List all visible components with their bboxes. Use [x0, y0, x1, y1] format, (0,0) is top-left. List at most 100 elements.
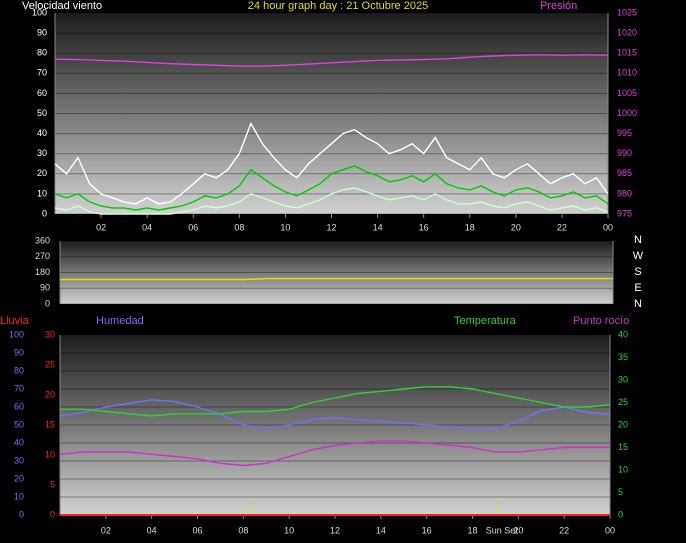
dewpoint-label: Punto rocío [573, 315, 629, 327]
y2-tick-label: 985 [617, 168, 632, 178]
y2-tick-label: 995 [617, 128, 632, 138]
y2-tick-label: 975 [617, 208, 632, 218]
x-tick-label: 14 [376, 525, 386, 535]
x-tick-label: 10 [284, 525, 294, 535]
rain-label: Lluvia [0, 315, 30, 327]
y-tick-label: 60 [14, 401, 24, 411]
plot-area [55, 13, 608, 214]
compass-label: E [634, 282, 641, 294]
series-line [59, 399, 611, 430]
y-tick-label: 20 [14, 473, 24, 483]
marker-label: Sun Set [486, 525, 519, 535]
x-tick-label: 20 [511, 222, 521, 232]
x-tick-label: 14 [373, 222, 383, 232]
plot-area [60, 241, 613, 304]
y2-tick-label: 35 [618, 352, 628, 362]
y2-tick-label: 5 [618, 487, 623, 497]
y2-tick-label: 25 [618, 397, 628, 407]
compass-label: N [634, 234, 642, 246]
y2-tick-label: 1005 [617, 88, 637, 98]
y-tick-label: 80 [37, 48, 47, 58]
x-tick-label: 12 [326, 222, 336, 232]
x-tick-label: 18 [465, 222, 475, 232]
x-tick-label: 00 [605, 525, 615, 535]
compass-label: N [634, 298, 642, 310]
y2-tick-label: 30 [618, 374, 628, 384]
y-tick-label: 90 [40, 283, 50, 293]
y-tick-label: 30 [37, 148, 47, 158]
x-tick-label: 22 [557, 222, 567, 232]
y2-tick-label: 15 [618, 442, 628, 452]
y-tick-label: 10 [37, 188, 47, 198]
x-tick-label: 18 [467, 525, 477, 535]
y2-tick-label: 10 [618, 464, 628, 474]
y-tick-label: 0 [19, 509, 24, 519]
x-tick-label: 10 [280, 222, 290, 232]
y3-tick-label: 10 [45, 449, 55, 459]
y-tick-label: 40 [14, 437, 24, 447]
y2-tick-label: 1020 [617, 27, 637, 37]
y3-tick-label: 5 [50, 479, 55, 489]
x-tick-label: 08 [234, 222, 244, 232]
y2-tick-label: 1000 [617, 108, 637, 118]
y-tick-label: 100 [32, 7, 47, 17]
y3-tick-label: 25 [45, 359, 55, 369]
series-line [60, 277, 613, 281]
plot-area [60, 335, 610, 515]
x-tick-label: 22 [559, 525, 569, 535]
series-line [54, 121, 609, 205]
y-tick-label: 90 [37, 27, 47, 37]
x-tick-label: 08 [238, 525, 248, 535]
x-tick-label: 06 [192, 525, 202, 535]
y-tick-label: 360 [35, 235, 50, 245]
y-tick-label: 30 [14, 455, 24, 465]
chart-title: 24 hour graph day : 21 Octubre 2025 [248, 0, 428, 12]
y-tick-label: 100 [9, 329, 24, 339]
compass-label: W [633, 250, 644, 262]
y-tick-label: 40 [37, 128, 47, 138]
y2-tick-label: 40 [618, 329, 628, 339]
x-tick-label: 04 [142, 222, 152, 232]
x-tick-label: 16 [419, 222, 429, 232]
y-tick-label: 70 [14, 383, 24, 393]
series-line [54, 187, 609, 215]
x-tick-label: 06 [188, 222, 198, 232]
series-line [60, 386, 611, 417]
y3-tick-label: 30 [45, 329, 55, 339]
humidity-label: Humedad [96, 315, 144, 327]
y2-tick-label: 980 [617, 188, 632, 198]
y-tick-label: 50 [37, 108, 47, 118]
y-tick-label: 80 [14, 365, 24, 375]
y-tick-label: 270 [35, 251, 50, 261]
series-line [54, 54, 609, 67]
x-tick-label: 00 [603, 222, 613, 232]
pressure-label: Presión [540, 0, 577, 12]
x-tick-label: 16 [422, 525, 432, 535]
temperature-label: Temperatura [454, 315, 517, 327]
y-tick-label: 10 [14, 491, 24, 501]
x-tick-label: 02 [101, 525, 111, 535]
y-tick-label: 90 [14, 347, 24, 357]
y2-tick-label: 1025 [617, 7, 637, 17]
x-tick-label: 04 [147, 525, 157, 535]
x-tick-label: 12 [330, 525, 340, 535]
y-tick-label: 0 [42, 208, 47, 218]
series-line [54, 165, 609, 211]
x-tick-label: 20 [513, 525, 523, 535]
y3-tick-label: 20 [45, 389, 55, 399]
wind-label: Velocidad viento [22, 0, 102, 12]
y2-tick-label: 1015 [617, 48, 637, 58]
y2-tick-label: 1010 [617, 68, 637, 78]
y-tick-label: 70 [37, 68, 47, 78]
y2-tick-label: 20 [618, 419, 628, 429]
y-tick-label: 0 [45, 298, 50, 308]
y-tick-label: 60 [37, 88, 47, 98]
y-tick-label: 20 [37, 168, 47, 178]
compass-label: S [634, 266, 641, 278]
y3-tick-label: 0 [50, 509, 55, 519]
y-tick-label: 50 [14, 419, 24, 429]
x-tick-label: 02 [96, 222, 106, 232]
y-tick-label: 180 [35, 267, 50, 277]
y2-tick-label: 0 [618, 509, 623, 519]
